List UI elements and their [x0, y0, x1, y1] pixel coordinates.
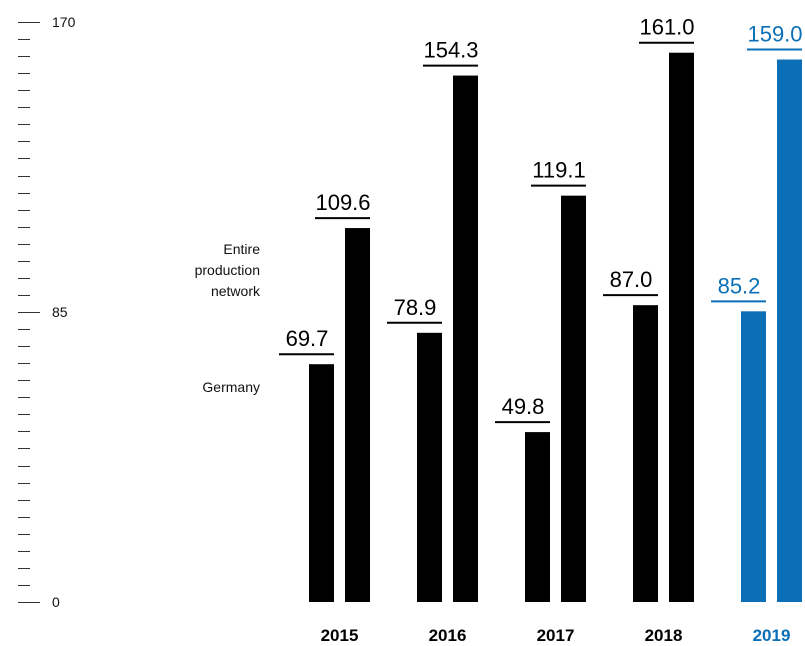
value-label: 154.3 — [423, 38, 478, 63]
value-label: 109.6 — [315, 190, 370, 215]
year-label: 2018 — [645, 626, 683, 645]
y-tick-label: 85 — [52, 304, 68, 320]
bar-2016-entire-network — [453, 75, 478, 603]
bar-2016-germany — [417, 332, 442, 602]
bar-2018-entire-network — [669, 52, 694, 603]
year-label: 2016 — [429, 626, 467, 645]
bars-group — [309, 52, 802, 603]
bar-2019-entire-network — [777, 59, 802, 602]
bar-2015-entire-network — [345, 228, 370, 602]
year-label: 2019 — [753, 626, 791, 645]
legend-entire-line3: network — [211, 283, 261, 299]
legend-entire-line1: Entire — [223, 241, 260, 257]
y-tick-label: 170 — [52, 14, 76, 30]
bar-2017-germany — [525, 432, 550, 602]
year-label: 2017 — [537, 626, 575, 645]
value-label: 85.2 — [718, 273, 761, 298]
bar-2015-germany — [309, 364, 334, 602]
year-labels-group: 2015 2016 2017 2018 2019 — [321, 626, 791, 645]
value-label: 49.8 — [502, 394, 545, 419]
legend: Entire production network Germany — [195, 241, 261, 395]
year-label: 2015 — [321, 626, 359, 645]
value-label: 161.0 — [639, 15, 694, 40]
bar-2019-germany — [741, 311, 766, 602]
value-label: 78.9 — [394, 295, 437, 320]
value-label: 87.0 — [610, 267, 653, 292]
y-tick-label: 0 — [52, 594, 60, 610]
legend-germany: Germany — [202, 379, 260, 395]
value-label: 69.7 — [286, 326, 329, 351]
value-labels-group: 69.7 109.6 78.9 154.3 49.8 119.1 87.0 161.0 85.2… — [279, 15, 803, 424]
y-axis: 0 85 170 — [18, 14, 76, 610]
bar-2017-entire-network — [561, 195, 586, 603]
value-label: 119.1 — [532, 158, 585, 183]
bar-2018-germany — [633, 305, 658, 602]
legend-entire-line2: production — [195, 262, 260, 278]
value-label: 159.0 — [747, 22, 802, 47]
